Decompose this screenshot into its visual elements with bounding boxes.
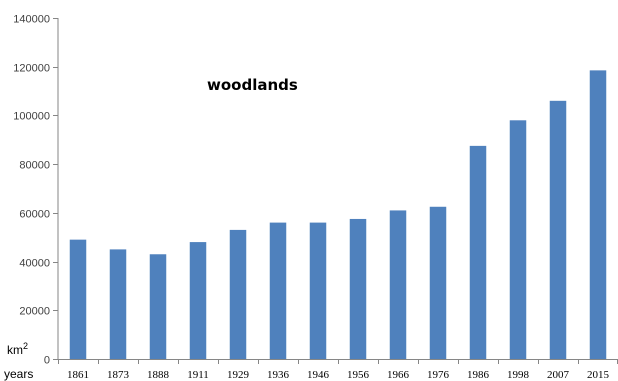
x-tick-label: 1929 xyxy=(227,369,250,381)
y-tick-label: 100000 xyxy=(13,111,50,123)
bar-1888 xyxy=(149,254,167,359)
bar-1946 xyxy=(309,222,327,359)
x-tick-label: 1976 xyxy=(427,369,450,381)
x-axis: 1861 1873 1888 1911 1929 1936 1946 1956 1966 1976… xyxy=(58,359,618,381)
bar-1873 xyxy=(109,249,127,359)
bar-1998 xyxy=(509,120,527,359)
bar-1976 xyxy=(429,206,447,359)
bars xyxy=(69,70,607,360)
x-tick-label: 2015 xyxy=(587,369,610,381)
bar-1929 xyxy=(229,229,247,359)
y-tick-label: 0 xyxy=(44,355,50,367)
x-tick-label: 1956 xyxy=(347,369,370,381)
bar-1986 xyxy=(469,145,487,359)
y-tick-label: 60000 xyxy=(19,209,50,221)
x-tick-label: 1861 xyxy=(67,369,89,381)
x-tick-label: 1998 xyxy=(507,369,530,381)
bar-1966 xyxy=(389,210,407,359)
chart-title: woodlands xyxy=(207,76,298,94)
y-tick-label: 140000 xyxy=(13,14,50,26)
y-tick-label: 120000 xyxy=(13,63,50,75)
x-tick-label: 1936 xyxy=(267,369,290,381)
x-tick-label: 1986 xyxy=(467,369,490,381)
bar-2007 xyxy=(549,100,567,360)
y-tick-label: 80000 xyxy=(19,160,50,172)
bar-1936 xyxy=(269,222,287,359)
x-tick-label: 1911 xyxy=(187,369,209,381)
x-axis-label: years xyxy=(4,367,33,381)
bar-1911 xyxy=(189,242,207,359)
x-tick-label: 1946 xyxy=(307,369,330,381)
y-axis: 0 20000 40000 60000 80000 100000 120000 140000 xyxy=(13,14,59,367)
y-tick-label: 20000 xyxy=(19,306,50,318)
y-axis-label: km xyxy=(7,343,23,357)
bar-1956 xyxy=(349,218,367,359)
bar-1861 xyxy=(69,239,87,359)
x-tick-label: 1873 xyxy=(107,369,130,381)
y-axis-label-superscript: 2 xyxy=(23,341,28,351)
bar-2015 xyxy=(589,70,607,359)
x-tick-label: 2007 xyxy=(547,369,570,381)
x-tick-label: 1966 xyxy=(387,369,410,381)
y-tick-label: 40000 xyxy=(19,258,50,270)
x-tick-label: 1888 xyxy=(147,369,170,381)
